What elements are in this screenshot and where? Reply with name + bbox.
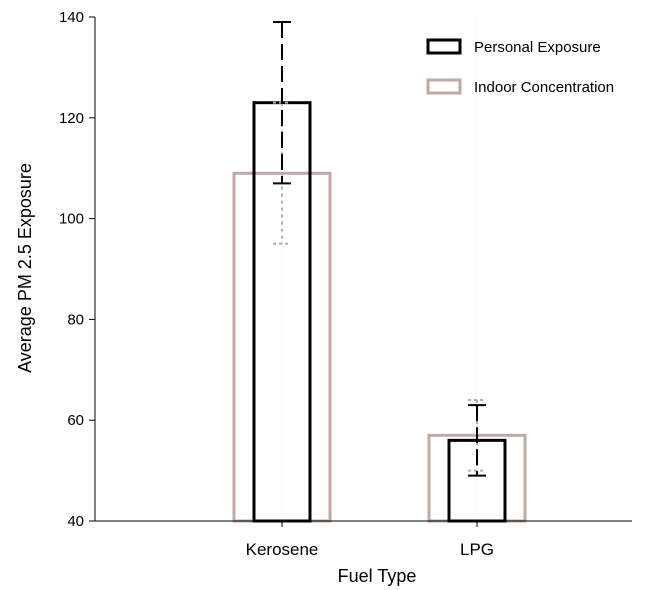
y-tick-label: 100 bbox=[59, 211, 84, 228]
x-tick-label: Kerosene bbox=[246, 540, 319, 559]
y-tick-label: 60 bbox=[67, 412, 84, 429]
y-ticks: 40 60 80 100 120 140 bbox=[59, 9, 95, 530]
legend: Personal Exposure Indoor Concentration bbox=[426, 38, 614, 96]
x-tick-label: LPG bbox=[460, 540, 494, 559]
errorbars-layer bbox=[273, 21, 486, 477]
legend-swatch bbox=[426, 78, 462, 95]
legend-swatch bbox=[426, 38, 462, 55]
axes-layer bbox=[94, 17, 632, 522]
x-ticks: Kerosene LPG bbox=[246, 521, 494, 559]
y-tick-label: 140 bbox=[59, 9, 84, 26]
y-tick-label: 40 bbox=[67, 513, 84, 530]
y-tick-label: 80 bbox=[67, 311, 84, 328]
bar-indoor-concentration-lpg bbox=[427, 433, 527, 523]
y-tick-label: 120 bbox=[59, 110, 84, 127]
legend-label: Personal Exposure bbox=[474, 39, 601, 56]
legend-label: Indoor Concentration bbox=[474, 79, 614, 96]
x-axis-title: Fuel Type bbox=[338, 566, 417, 586]
y-axis-title: Average PM 2.5 Exposure bbox=[15, 163, 35, 373]
